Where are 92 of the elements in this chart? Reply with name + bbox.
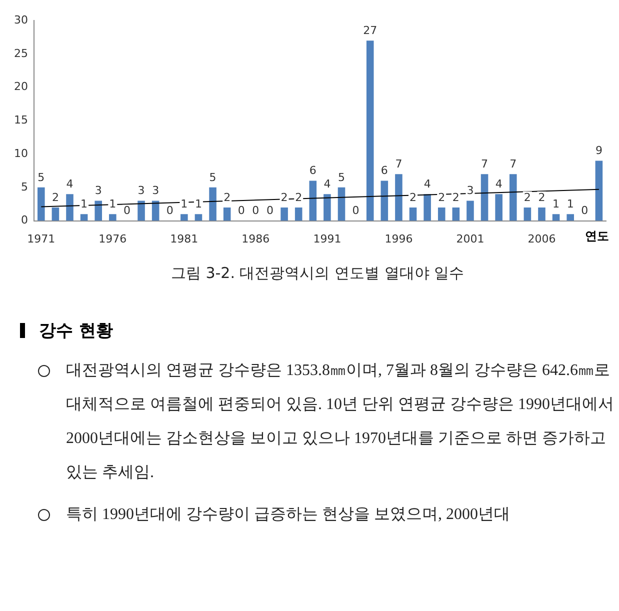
bar	[524, 207, 532, 221]
text: 대전광역시의 연평균 강수량은 1353.8㎜이며, 7월과 8월의 강수량은 642.6㎜로 대체적으로 여름철에 편중되어 있음. 10년 단위 연평균 강수량은 1990년대에서 2000년대에는 감소현상을 보이고 있으나 1970년대를 기준으로 하면 증가하고 있는 추세임.	[66, 361, 615, 483]
bar	[294, 207, 302, 221]
bar	[223, 207, 231, 221]
bar	[452, 207, 460, 221]
data-label: 0	[352, 204, 360, 218]
bar	[66, 194, 74, 221]
data-label: 4	[424, 177, 431, 190]
bar	[52, 207, 60, 221]
data-label: 0	[252, 204, 260, 218]
bar	[395, 174, 402, 221]
y-tick-label: 30	[14, 13, 28, 26]
y-tick-label: 0	[20, 214, 28, 227]
data-label: 1	[80, 197, 88, 210]
data-label: 4	[495, 177, 502, 190]
data-label: 2	[538, 190, 546, 204]
bar	[180, 214, 188, 221]
bar	[552, 214, 560, 221]
x-tick-label: 1976	[98, 232, 127, 246]
data-label: 2	[295, 190, 302, 204]
data-label: 1	[180, 197, 188, 210]
bar	[38, 187, 45, 221]
data-label: 2	[224, 190, 231, 204]
data-label: 2	[524, 190, 531, 204]
text: 특히 1990년대에 강수량이 급증하는 현상을 보였으며, 2000년대	[66, 505, 510, 525]
bar	[409, 207, 417, 221]
data-label: 3	[94, 184, 102, 198]
bar	[495, 194, 502, 221]
data-label: 7	[395, 157, 402, 170]
data-label: 6	[380, 164, 388, 178]
text: 강수 현황	[39, 320, 113, 342]
data-label: 7	[510, 157, 517, 170]
data-label: 2	[52, 190, 59, 204]
y-tick-label: 20	[14, 80, 28, 94]
x-tick-label: 1991	[313, 232, 342, 246]
x-tick-label: 2006	[528, 232, 556, 246]
bar	[109, 214, 116, 221]
data-label: 5	[38, 170, 45, 184]
bar	[424, 194, 431, 221]
bar	[194, 214, 202, 221]
bar	[309, 180, 317, 221]
y-tick-label: 15	[14, 114, 28, 127]
data-label: 4	[66, 177, 74, 190]
data-label: 2	[410, 190, 417, 204]
bar	[366, 40, 374, 221]
y-tick-label: 25	[14, 46, 28, 60]
data-label: 1	[109, 197, 116, 210]
bar	[138, 200, 145, 221]
x-tick-label: 1986	[242, 232, 270, 246]
x-tick-label: 1996	[384, 232, 413, 246]
bar	[80, 214, 88, 221]
data-label: 2	[438, 190, 446, 204]
data-label: 2	[452, 190, 460, 204]
bar	[480, 174, 488, 221]
data-label: 0	[166, 204, 174, 218]
bar	[438, 207, 446, 221]
bar	[509, 174, 517, 221]
text: 그림 3-2. 대전광역시의 연도별 열대야 일수	[170, 264, 466, 283]
x-tick-label: 1971	[27, 232, 56, 246]
x-axis-title: 연도	[585, 228, 609, 243]
data-label: 7	[481, 157, 488, 170]
data-label: 1	[194, 197, 202, 210]
x-tick-label: 2001	[456, 232, 484, 246]
bar	[380, 180, 388, 221]
x-tick-label: 1981	[170, 232, 198, 246]
bar	[209, 187, 216, 221]
data-label: 3	[138, 184, 145, 198]
data-label: 2	[280, 190, 288, 204]
bar	[94, 200, 102, 221]
bar	[466, 200, 474, 221]
data-label: 4	[324, 177, 331, 190]
data-label: 3	[466, 184, 474, 198]
data-label: 27	[363, 24, 378, 37]
y-tick-label: 5	[20, 180, 28, 194]
data-label: 9	[595, 144, 602, 158]
data-label: 0	[581, 204, 588, 218]
bar	[324, 194, 331, 221]
bar	[338, 187, 346, 221]
data-label: 1	[566, 197, 574, 210]
data-label: 0	[238, 204, 245, 218]
data-label: 0	[123, 204, 130, 218]
bar	[566, 214, 574, 221]
y-tick-label: 10	[14, 146, 28, 160]
bar	[595, 160, 603, 221]
data-label: 3	[152, 184, 160, 198]
data-label: 5	[338, 170, 346, 184]
data-label: 5	[209, 170, 216, 184]
data-label: 0	[266, 204, 274, 218]
bar	[538, 207, 546, 221]
data-label: 6	[309, 164, 316, 178]
data-label: 1	[552, 197, 560, 210]
bar	[280, 207, 288, 221]
